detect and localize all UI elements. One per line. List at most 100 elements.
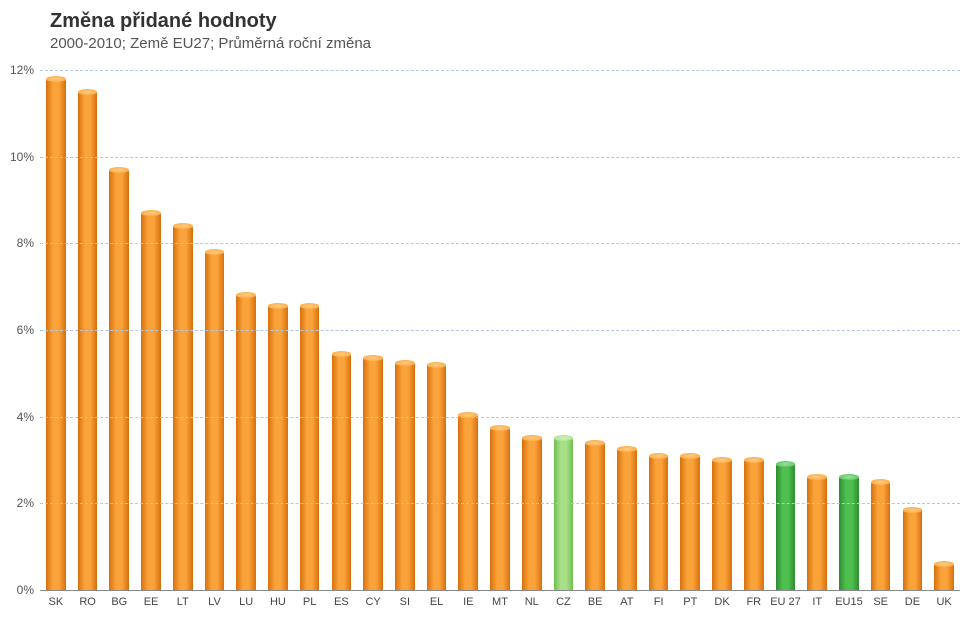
bar-cap (300, 303, 320, 309)
bar-cap (268, 303, 288, 309)
bar (109, 170, 129, 590)
chart-container: Změna přidané hodnoty 2000-2010; Země EU… (0, 0, 977, 631)
bar (776, 464, 796, 590)
y-axis-label: 6% (17, 323, 34, 337)
bar (903, 510, 923, 590)
bar-cap (141, 210, 161, 216)
bar (490, 428, 510, 591)
x-axis-label: DK (706, 596, 738, 608)
bar-cap (554, 435, 574, 441)
x-axis-label: SE (865, 596, 897, 608)
bar-cap (109, 167, 129, 173)
bar (46, 79, 66, 590)
chart-title: Změna přidané hodnoty (50, 10, 371, 33)
bar (236, 295, 256, 590)
y-axis-label: 8% (17, 236, 34, 250)
bar (585, 443, 605, 590)
bar-cap (490, 425, 510, 431)
bar (649, 456, 669, 590)
bar (617, 449, 637, 590)
bar-cap (332, 351, 352, 357)
x-axis-label: CZ (548, 596, 580, 608)
bar (680, 456, 700, 590)
x-axis-label: SI (389, 596, 421, 608)
bar-cap (236, 292, 256, 298)
bar (173, 226, 193, 590)
bar (839, 477, 859, 590)
x-axis-label: EE (135, 596, 167, 608)
x-axis-label: LV (199, 596, 231, 608)
bar-cap (363, 355, 383, 361)
bar (554, 438, 574, 590)
y-axis-label: 4% (17, 410, 34, 424)
x-axis-label: EL (421, 596, 453, 608)
x-axis-label: IE (452, 596, 484, 608)
x-axis-label: LT (167, 596, 199, 608)
y-axis-label: 10% (10, 150, 34, 164)
x-axis-label: NL (516, 596, 548, 608)
y-axis-label: 2% (17, 496, 34, 510)
bar (744, 460, 764, 590)
x-axis-label: EU 27 (770, 596, 802, 608)
x-axis-label: UK (928, 596, 960, 608)
bar (78, 92, 98, 590)
x-axis-label: ES (326, 596, 358, 608)
y-axis-label: 0% (17, 583, 34, 597)
x-axis-label: SK (40, 596, 72, 608)
bar-cap (46, 76, 66, 82)
x-axis-label: PT (674, 596, 706, 608)
bar-cap (680, 453, 700, 459)
x-axis-label: MT (484, 596, 516, 608)
x-axis-label: LU (230, 596, 262, 608)
y-axis-label: 12% (10, 63, 34, 77)
bar-cap (871, 479, 891, 485)
bar-cap (649, 453, 669, 459)
bar-cap (903, 507, 923, 513)
bar-cap (839, 474, 859, 480)
bar (934, 564, 954, 590)
bar-cap (173, 223, 193, 229)
bar (871, 482, 891, 590)
x-axis-label: RO (72, 596, 104, 608)
chart-gridline (40, 157, 960, 158)
bar (395, 363, 415, 591)
bar (522, 438, 542, 590)
x-axis-label: BE (579, 596, 611, 608)
bar (205, 252, 225, 590)
bar (300, 306, 320, 590)
x-axis-label: EU15 (833, 596, 865, 608)
chart-gridline (40, 243, 960, 244)
x-axis-label: IT (801, 596, 833, 608)
bar-cap (522, 435, 542, 441)
chart-subtitle: 2000-2010; Země EU27; Průměrná roční změ… (50, 35, 371, 52)
chart-baseline (40, 590, 960, 591)
chart-plot-area: SKROBGEELTLVLUHUPLESCYSIELIEMTNLCZBEATFI… (40, 70, 960, 590)
bar-cap (807, 474, 827, 480)
x-axis-label: FR (738, 596, 770, 608)
bar-cap (617, 446, 637, 452)
bar (807, 477, 827, 590)
bar (458, 415, 478, 591)
chart-gridline (40, 503, 960, 504)
bar (268, 306, 288, 590)
bar-cap (78, 89, 98, 95)
bar (712, 460, 732, 590)
bar-cap (427, 362, 447, 368)
bar (141, 213, 161, 590)
chart-titles: Změna přidané hodnoty 2000-2010; Země EU… (50, 10, 371, 52)
bar-cap (205, 249, 225, 255)
bar-cap (776, 461, 796, 467)
bar (363, 358, 383, 590)
bar (427, 365, 447, 590)
x-axis-label: PL (294, 596, 326, 608)
chart-gridline (40, 417, 960, 418)
bar-cap (712, 457, 732, 463)
x-axis-label: HU (262, 596, 294, 608)
x-axis-label: BG (103, 596, 135, 608)
bar-cap (395, 360, 415, 366)
bar-cap (934, 561, 954, 567)
chart-gridline (40, 330, 960, 331)
x-axis-label: AT (611, 596, 643, 608)
x-axis-label: DE (897, 596, 929, 608)
x-axis-label: FI (643, 596, 675, 608)
